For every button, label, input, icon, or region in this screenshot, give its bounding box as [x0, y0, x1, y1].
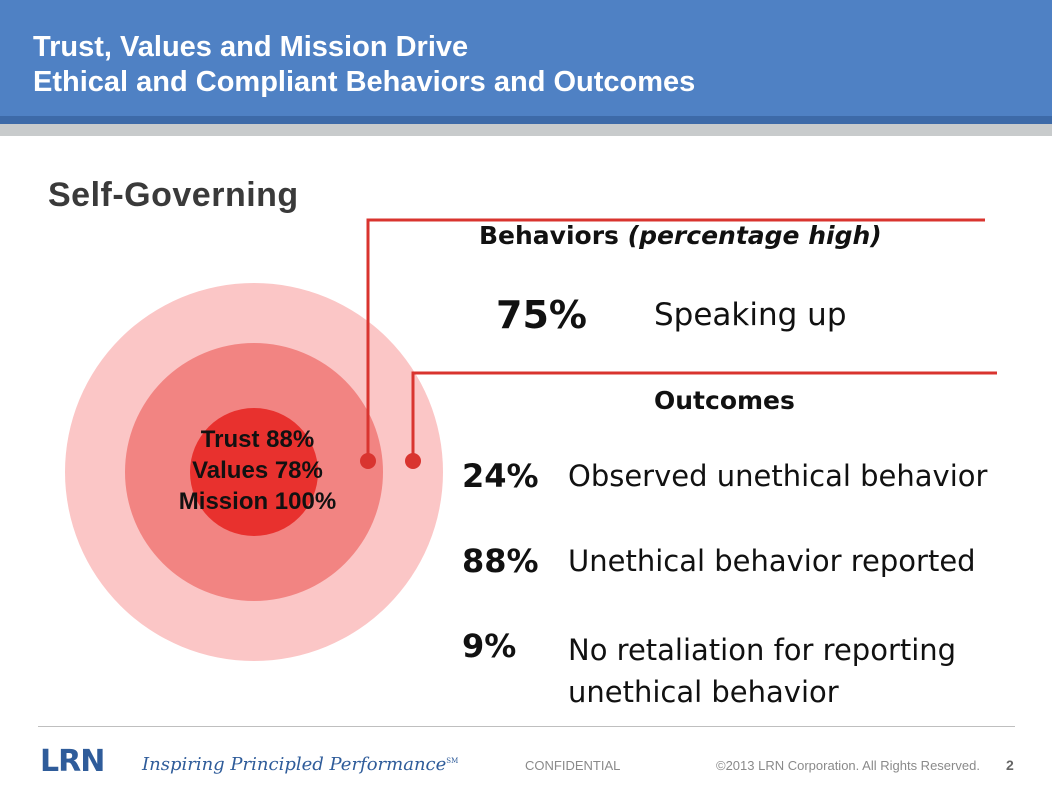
observed-percent: 24%	[462, 457, 539, 495]
service-mark: SM	[446, 757, 459, 765]
values-label: Values 78%	[192, 457, 323, 484]
speaking-up-label: Speaking up	[654, 297, 847, 333]
no-retaliation-label-line-2: unethical behavior	[568, 675, 839, 709]
lrn-logo: LRN	[40, 744, 105, 779]
no-retaliation-label-line-1: No retaliation for reporting	[568, 633, 957, 667]
reported-percent: 88%	[462, 542, 539, 580]
tagline-text: Inspiring Principled Performance	[142, 754, 447, 775]
section-title: Self-Governing	[48, 176, 299, 214]
no-retaliation-percent: 9%	[462, 627, 517, 665]
copyright-notice: ©2013 LRN Corporation. All Rights Reserv…	[716, 758, 980, 773]
behaviors-header-qualifier: (percentage high)	[627, 221, 882, 250]
slide-title-line-2: Ethical and Compliant Behaviors and Outc…	[33, 66, 696, 98]
slide-title-line-1: Trust, Values and Mission Drive	[33, 31, 469, 63]
core-labels: Trust 88% Values 78% Mission 100%	[145, 424, 370, 517]
behaviors-connector-dot	[360, 453, 376, 469]
confidential-label: CONFIDENTIAL	[525, 758, 621, 773]
outcomes-connector-dot	[405, 453, 421, 469]
inner-circle	[190, 408, 318, 536]
header-bar	[0, 0, 1052, 116]
trust-label: Trust 88%	[200, 426, 315, 453]
no-retaliation-label: No retaliation for reporting unethical b…	[568, 629, 956, 713]
footer-divider	[38, 726, 1015, 727]
page-number: 2	[1006, 757, 1014, 773]
header-divider	[0, 116, 1052, 124]
behaviors-header: Behaviors (percentage high)	[479, 221, 882, 250]
behaviors-header-label: Behaviors	[479, 221, 619, 250]
outcomes-connector	[411, 371, 997, 461]
mission-label: Mission 100%	[178, 488, 337, 515]
reported-label: Unethical behavior reported	[568, 544, 976, 578]
behaviors-connector	[366, 218, 985, 461]
tagline: Inspiring Principled PerformanceSM	[142, 754, 458, 775]
header-underline	[0, 124, 1052, 136]
observed-label: Observed unethical behavior	[568, 459, 988, 493]
speaking-up-percent: 75%	[496, 293, 587, 337]
outcomes-header: Outcomes	[654, 386, 795, 415]
